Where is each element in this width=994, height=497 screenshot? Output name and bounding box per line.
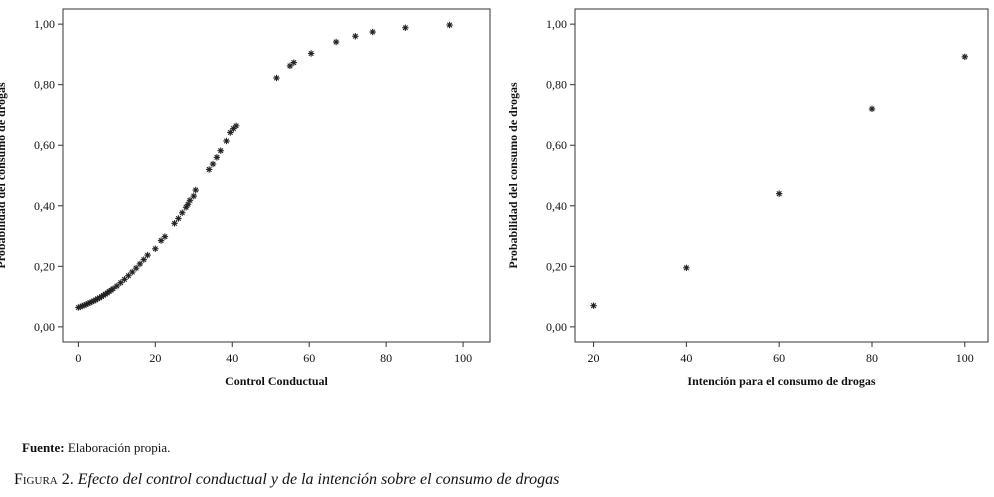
x-tick-label: 40 bbox=[226, 351, 238, 365]
data-point bbox=[217, 147, 224, 154]
data-point bbox=[136, 260, 144, 268]
source-note: Fuente: Elaboración propia. bbox=[22, 440, 170, 456]
y-tick-label: 0,40 bbox=[34, 199, 55, 213]
y-tick-label: 0,40 bbox=[546, 199, 567, 213]
data-point bbox=[140, 256, 147, 263]
data-point bbox=[109, 285, 117, 292]
data-point bbox=[121, 276, 128, 283]
data-points bbox=[75, 21, 453, 311]
data-point bbox=[446, 21, 453, 29]
data-point bbox=[161, 233, 169, 240]
x-tick-label: 40 bbox=[680, 351, 692, 365]
x-tick-label: 20 bbox=[149, 351, 161, 365]
y-tick-label: 0,20 bbox=[34, 259, 55, 273]
data-point bbox=[192, 186, 199, 194]
data-point bbox=[205, 166, 213, 173]
y-axis-title: Probabilidad del consumo de drogas bbox=[506, 82, 520, 269]
data-point bbox=[190, 192, 197, 200]
data-point bbox=[286, 62, 294, 70]
x-tick-label: 80 bbox=[380, 351, 392, 365]
x-tick-label: 20 bbox=[588, 351, 600, 365]
source-label: Fuente: bbox=[22, 440, 65, 455]
y-tick-label: 0,00 bbox=[546, 320, 567, 334]
x-tick-label: 60 bbox=[303, 351, 315, 365]
data-point bbox=[179, 209, 186, 216]
data-point bbox=[868, 105, 876, 113]
x-tick-label: 80 bbox=[866, 351, 878, 365]
source-text: Elaboración propia. bbox=[67, 440, 171, 455]
x-axis-title: Control Conductual bbox=[225, 374, 328, 388]
data-point bbox=[132, 264, 140, 272]
data-point bbox=[125, 272, 132, 279]
y-tick-label: 1,00 bbox=[546, 17, 567, 31]
figure-title: Efecto del control conductual y de la in… bbox=[77, 471, 560, 488]
x-tick-label: 60 bbox=[773, 351, 785, 365]
y-tick-label: 0,20 bbox=[546, 259, 567, 273]
data-point bbox=[144, 251, 151, 259]
x-tick-label: 0 bbox=[75, 351, 81, 365]
y-tick-label: 1,00 bbox=[34, 17, 55, 31]
data-point bbox=[402, 24, 409, 31]
x-tick-label: 100 bbox=[454, 351, 472, 365]
y-tick-label: 0,60 bbox=[34, 138, 55, 152]
x-axis-title: Intención para el consumo de drogas bbox=[687, 374, 875, 388]
data-point bbox=[332, 38, 340, 46]
data-point bbox=[775, 190, 783, 197]
data-point bbox=[683, 264, 690, 272]
chart-control-conductual: 0,00 0,20 0,40 0,60 0,80 1,00 0 20 40 60 80 100 Cont… bbox=[0, 8, 491, 388]
data-point bbox=[213, 154, 221, 161]
chart-intencion: 0,00 0,20 0,40 0,60 0,80 1,00 20 40 60 80 100 Inten… bbox=[506, 8, 989, 388]
data-point bbox=[209, 160, 217, 168]
data-point bbox=[129, 268, 136, 276]
data-point bbox=[352, 33, 359, 40]
data-point bbox=[171, 220, 178, 227]
y-axis-title: Probabilidad del consumo de drogas bbox=[0, 82, 8, 269]
data-point bbox=[369, 28, 376, 36]
figure-label: Figura 2. bbox=[14, 471, 74, 488]
y-tick-label: 0,00 bbox=[34, 320, 55, 334]
data-point bbox=[152, 245, 159, 252]
data-point bbox=[223, 137, 230, 145]
x-tick-label: 100 bbox=[956, 351, 974, 365]
y-tick-label: 0,80 bbox=[546, 78, 567, 92]
data-point bbox=[290, 59, 298, 66]
plot-frame bbox=[574, 8, 989, 343]
data-point bbox=[186, 197, 194, 204]
data-point bbox=[273, 74, 280, 82]
plot-frame bbox=[62, 8, 491, 343]
data-point bbox=[590, 302, 597, 309]
figure-caption: Figura 2. Efecto del control conductual … bbox=[14, 471, 559, 489]
data-point bbox=[307, 50, 315, 57]
data-points bbox=[590, 53, 968, 309]
y-tick-label: 0,60 bbox=[546, 138, 567, 152]
y-tick-label: 0,80 bbox=[34, 78, 55, 92]
data-point bbox=[227, 129, 234, 136]
data-point bbox=[232, 122, 240, 130]
data-point bbox=[961, 53, 968, 61]
data-point bbox=[157, 237, 165, 244]
data-point bbox=[175, 215, 182, 222]
